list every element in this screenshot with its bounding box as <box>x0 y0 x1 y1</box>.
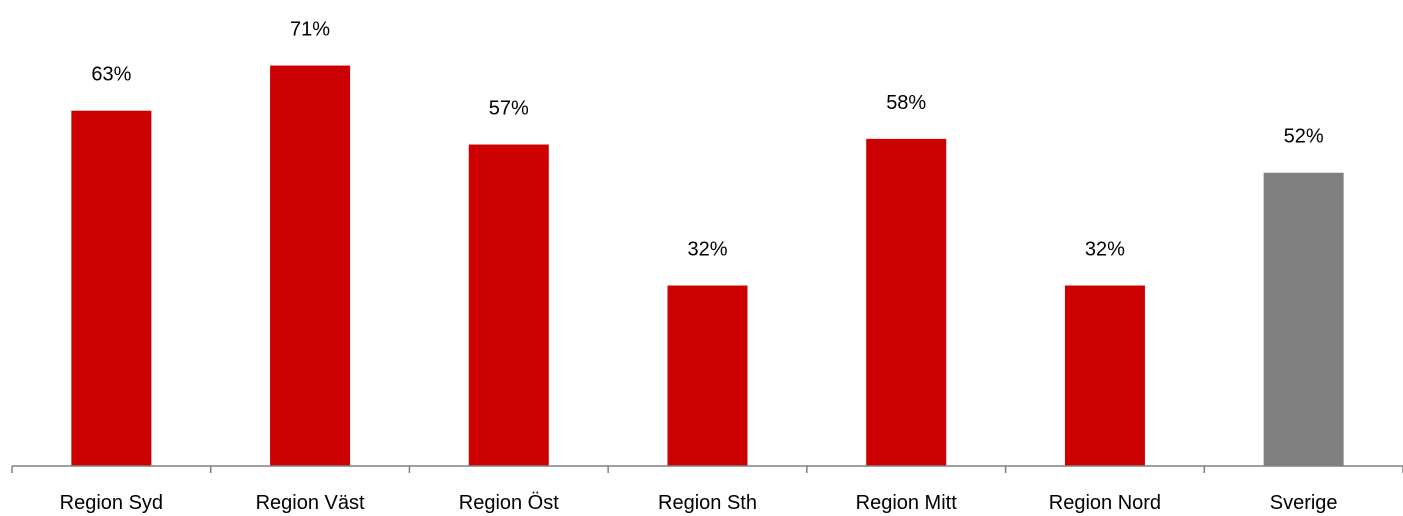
bar <box>667 285 748 466</box>
x-axis-ticks <box>11 466 1403 473</box>
bar <box>468 144 549 466</box>
bar <box>866 138 947 466</box>
data-label: 52% <box>1284 126 1324 148</box>
data-label: 32% <box>1085 239 1125 261</box>
category-label: Region Mitt <box>856 492 958 514</box>
bars-group <box>71 65 1344 467</box>
bar <box>1263 172 1344 466</box>
bar <box>270 65 351 466</box>
category-label: Region Nord <box>1049 492 1161 514</box>
category-label: Region Öst <box>459 492 559 514</box>
data-label: 58% <box>886 92 926 114</box>
category-label: Region Syd <box>60 492 163 514</box>
bar <box>71 110 152 467</box>
data-label: 71% <box>290 19 330 41</box>
value-labels-group: 63% 71% 57% 32% 58% 32% 52% <box>91 19 1324 261</box>
category-label: Sverige <box>1270 492 1338 514</box>
category-labels-group: Region Syd Region Väst Region Öst Region St… <box>60 492 1338 514</box>
data-label: 32% <box>687 239 727 261</box>
bar <box>1064 285 1145 466</box>
data-label: 63% <box>91 64 131 86</box>
category-label: Region Sth <box>658 492 757 514</box>
category-label: Region Väst <box>256 492 365 514</box>
data-label: 57% <box>489 98 529 120</box>
